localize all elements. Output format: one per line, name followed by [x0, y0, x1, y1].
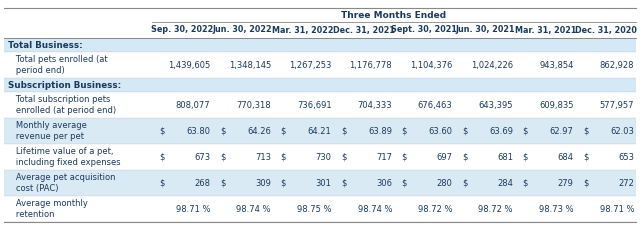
Text: 98.74 %: 98.74 % — [237, 205, 271, 214]
Text: 301: 301 — [316, 178, 332, 188]
Text: 98.74 %: 98.74 % — [358, 205, 392, 214]
Text: $: $ — [401, 178, 406, 188]
Text: 1,348,145: 1,348,145 — [228, 61, 271, 69]
Text: 98.72 %: 98.72 % — [479, 205, 513, 214]
Text: 673: 673 — [195, 153, 211, 162]
Text: 770,318: 770,318 — [236, 101, 271, 110]
Text: 64.21: 64.21 — [308, 127, 332, 136]
Text: $: $ — [462, 153, 467, 162]
Text: $: $ — [220, 153, 225, 162]
Text: $: $ — [522, 127, 527, 136]
Text: 676,463: 676,463 — [418, 101, 452, 110]
Text: Three Months Ended: Three Months Ended — [341, 10, 447, 20]
Bar — [4, 78, 636, 92]
Text: Lifetime value of a pet,
   including fixed expenses: Lifetime value of a pet, including fixed… — [8, 147, 120, 167]
Text: Dec. 31, 2020: Dec. 31, 2020 — [575, 25, 637, 35]
Text: Average pet acquisition
   cost (PAC): Average pet acquisition cost (PAC) — [8, 173, 115, 193]
Text: 577,957: 577,957 — [600, 101, 634, 110]
Text: $: $ — [401, 127, 406, 136]
Text: 704,333: 704,333 — [357, 101, 392, 110]
Text: 1,439,605: 1,439,605 — [168, 61, 211, 69]
Text: 64.26: 64.26 — [247, 127, 271, 136]
Text: 1,267,253: 1,267,253 — [289, 61, 332, 69]
Text: 730: 730 — [316, 153, 332, 162]
Text: $: $ — [159, 178, 164, 188]
Text: $: $ — [462, 127, 467, 136]
Bar — [4, 196, 636, 222]
Text: Jun. 30, 2022: Jun. 30, 2022 — [213, 25, 273, 35]
Text: Average monthly
   retention: Average monthly retention — [8, 199, 88, 219]
Text: 1,104,376: 1,104,376 — [410, 61, 452, 69]
Text: $: $ — [583, 127, 588, 136]
Text: $: $ — [401, 153, 406, 162]
Text: $: $ — [583, 153, 588, 162]
Bar — [4, 38, 636, 52]
Text: 684: 684 — [557, 153, 573, 162]
Text: $: $ — [280, 153, 285, 162]
Text: 284: 284 — [497, 178, 513, 188]
Text: 653: 653 — [618, 153, 634, 162]
Text: Subscription Business:: Subscription Business: — [8, 81, 121, 90]
Text: Mar. 31, 2021: Mar. 31, 2021 — [515, 25, 576, 35]
Text: 272: 272 — [618, 178, 634, 188]
Bar — [4, 92, 636, 118]
Text: Sept. 30, 2021: Sept. 30, 2021 — [391, 25, 457, 35]
Text: 98.72 %: 98.72 % — [418, 205, 452, 214]
Text: 63.60: 63.60 — [429, 127, 452, 136]
Text: Total pets enrolled (at
   period end): Total pets enrolled (at period end) — [8, 55, 108, 75]
Text: 62.03: 62.03 — [610, 127, 634, 136]
Bar — [4, 170, 636, 196]
Text: 98.71 %: 98.71 % — [600, 205, 634, 214]
Text: $: $ — [220, 127, 225, 136]
Bar — [4, 52, 636, 78]
Text: 736,691: 736,691 — [297, 101, 332, 110]
Text: $: $ — [280, 178, 285, 188]
Text: Total Business:: Total Business: — [8, 41, 83, 49]
Text: Monthly average
   revenue per pet: Monthly average revenue per pet — [8, 121, 87, 141]
Text: 697: 697 — [436, 153, 452, 162]
Text: 1,024,226: 1,024,226 — [471, 61, 513, 69]
Bar — [4, 118, 636, 144]
Text: 681: 681 — [497, 153, 513, 162]
Text: 268: 268 — [195, 178, 211, 188]
Text: 713: 713 — [255, 153, 271, 162]
Text: $: $ — [220, 178, 225, 188]
Text: 98.73 %: 98.73 % — [539, 205, 573, 214]
Text: $: $ — [340, 153, 346, 162]
Text: $: $ — [340, 178, 346, 188]
Text: 862,928: 862,928 — [600, 61, 634, 69]
Bar — [4, 144, 636, 170]
Text: 808,077: 808,077 — [176, 101, 211, 110]
Text: $: $ — [280, 127, 285, 136]
Text: $: $ — [462, 178, 467, 188]
Text: Jun. 30, 2021: Jun. 30, 2021 — [455, 25, 515, 35]
Text: 62.97: 62.97 — [550, 127, 573, 136]
Text: 63.80: 63.80 — [186, 127, 211, 136]
Text: Mar. 31, 2022: Mar. 31, 2022 — [273, 25, 334, 35]
Text: $: $ — [583, 178, 588, 188]
Text: $: $ — [522, 178, 527, 188]
Text: 306: 306 — [376, 178, 392, 188]
Text: 98.75 %: 98.75 % — [297, 205, 332, 214]
Text: 63.89: 63.89 — [368, 127, 392, 136]
Text: 280: 280 — [436, 178, 452, 188]
Text: 63.69: 63.69 — [489, 127, 513, 136]
Text: $: $ — [159, 127, 164, 136]
Text: Sep. 30, 2022: Sep. 30, 2022 — [151, 25, 213, 35]
Text: Dec. 31, 2021: Dec. 31, 2021 — [333, 25, 395, 35]
Text: $: $ — [340, 127, 346, 136]
Text: $: $ — [522, 153, 527, 162]
Text: $: $ — [159, 153, 164, 162]
Text: 717: 717 — [376, 153, 392, 162]
Text: 309: 309 — [255, 178, 271, 188]
Text: Total subscription pets
   enrolled (at period end): Total subscription pets enrolled (at per… — [8, 95, 116, 115]
Text: 643,395: 643,395 — [479, 101, 513, 110]
Text: 609,835: 609,835 — [539, 101, 573, 110]
Text: 1,176,778: 1,176,778 — [349, 61, 392, 69]
Text: 279: 279 — [557, 178, 573, 188]
Text: 943,854: 943,854 — [539, 61, 573, 69]
Text: 98.71 %: 98.71 % — [176, 205, 211, 214]
